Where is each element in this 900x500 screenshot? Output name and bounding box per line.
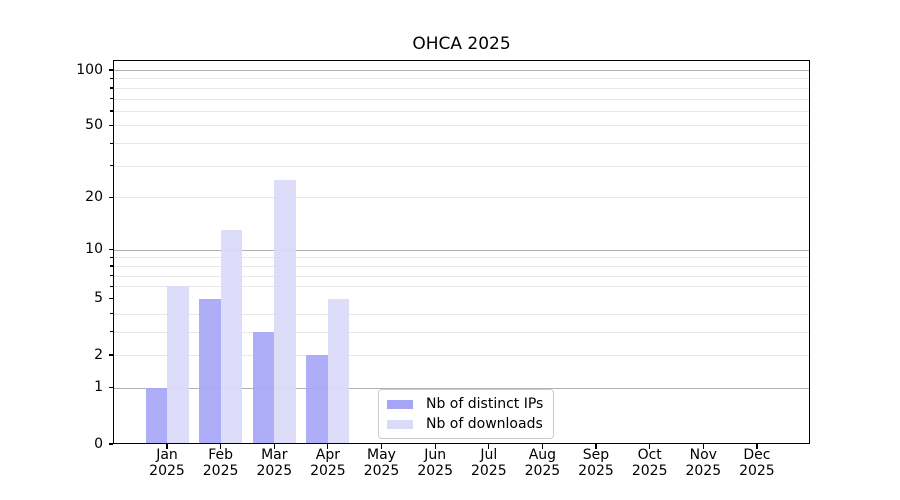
y-minortick-20 [110, 196, 113, 199]
bar-distinct-ips-apr [306, 355, 328, 444]
x-tick-label-jan-2025: Jan 2025 [149, 447, 185, 479]
y-gridline-minor-7 [113, 275, 810, 277]
y-tick-1 [108, 387, 113, 389]
bar-distinct-ips-jan [145, 387, 167, 444]
x-tick-label-dec-2025: Dec 2025 [739, 447, 775, 479]
y-minortick-50 [110, 124, 113, 127]
legend-entry-downloads: Nb of downloads [387, 414, 543, 434]
x-tick-label-jul-2025: Jul 2025 [470, 447, 507, 479]
x-tick-label-nov-2025: Nov 2025 [685, 447, 722, 479]
x-tick-apr [327, 444, 329, 449]
x-tick-aug [541, 444, 544, 449]
x-tick-label-jun-2025: Jun 2025 [417, 447, 453, 479]
y-tick-label-20: 20 [85, 188, 103, 205]
y-minortick-40 [110, 142, 113, 144]
x-tick-jan [166, 444, 168, 449]
y-gridline-minor-8 [113, 265, 810, 267]
y-minortick-9 [110, 256, 113, 259]
y-gridline-major-10 [113, 249, 810, 251]
y-gridline-minor-30 [113, 165, 810, 167]
x-tick-may [380, 444, 383, 449]
x-tick-jul [488, 444, 490, 449]
y-tick-5 [108, 298, 113, 300]
y-gridline-minor-9 [113, 257, 810, 259]
y-gridline-minor-50 [113, 125, 810, 127]
y-tick-label-5: 5 [94, 290, 103, 307]
x-tick-sep [595, 444, 597, 449]
y-tick-10 [108, 249, 113, 251]
bar-distinct-ips-feb [199, 298, 221, 444]
legend-entry-distinct-ips: Nb of distinct IPs [387, 394, 543, 414]
y-minortick-3 [110, 331, 113, 333]
y-minortick-60 [110, 110, 113, 112]
x-tick-jun [434, 444, 436, 449]
legend-swatch-distinct-ips [387, 399, 413, 409]
x-tick-label-aug-2025: Aug 2025 [524, 447, 561, 479]
y-tick-label-10: 10 [85, 241, 103, 258]
y-tick-0 [108, 443, 113, 445]
y-tick-label-0: 0 [94, 435, 103, 452]
y-gridline-minor-40 [113, 143, 810, 145]
y-minortick-80 [110, 87, 113, 89]
y-gridline-major-100 [113, 70, 810, 71]
y-minortick-7 [110, 275, 113, 277]
y-minortick-8 [110, 265, 113, 267]
y-minortick-30 [110, 165, 113, 167]
y-gridline-minor-60 [113, 110, 810, 112]
y-tick-label-1: 1 [94, 379, 103, 396]
y-minortick-6 [110, 285, 113, 288]
plot-area [113, 60, 810, 444]
bar-downloads-feb [220, 230, 243, 444]
x-tick-mar [273, 444, 275, 449]
bar-downloads-jan [167, 286, 189, 444]
x-tick-label-mar-2025: Mar 2025 [256, 447, 293, 479]
y-minortick-4 [110, 313, 113, 315]
y-gridline-minor-2 [113, 355, 810, 356]
y-minortick-90 [110, 77, 113, 80]
y-gridline-minor-4 [113, 313, 810, 315]
y-tick-label-50: 50 [85, 116, 103, 133]
x-tick-label-may-2025: May 2025 [363, 447, 400, 479]
y-gridline-minor-70 [113, 98, 810, 100]
y-gridline-minor-6 [113, 286, 810, 288]
x-tick-feb [220, 444, 222, 449]
x-tick-oct [649, 444, 651, 449]
x-tick-label-oct-2025: Oct 2025 [631, 447, 668, 479]
y-gridline-minor-20 [113, 197, 810, 199]
legend-swatch-downloads [387, 419, 413, 429]
y-minortick-2 [110, 354, 113, 356]
x-tick-label-apr-2025: Apr 2025 [310, 447, 346, 479]
y-gridline-major-1 [113, 387, 810, 389]
x-tick-label-feb-2025: Feb 2025 [202, 447, 239, 479]
y-gridline-minor-3 [113, 331, 810, 333]
bar-distinct-ips-mar [252, 331, 275, 444]
x-tick-label-sep-2025: Sep 2025 [578, 447, 614, 479]
y-minortick-70 [110, 98, 113, 100]
legend: Nb of distinct IPs Nb of downloads [378, 389, 555, 439]
x-tick-dec [756, 444, 758, 449]
y-gridline-minor-80 [113, 87, 810, 89]
y-tick-label-2: 2 [94, 346, 103, 363]
legend-label-downloads: Nb of downloads [426, 416, 543, 432]
chart-title: OHCA 2025 [412, 34, 511, 54]
y-tick-label-100: 100 [76, 61, 103, 78]
y-tick-100 [108, 69, 113, 71]
x-tick-nov [702, 444, 704, 449]
y-gridline-minor-90 [113, 78, 810, 80]
bar-downloads-apr [327, 298, 350, 444]
legend-label-distinct-ips: Nb of distinct IPs [426, 396, 544, 412]
bar-downloads-mar [274, 180, 296, 444]
